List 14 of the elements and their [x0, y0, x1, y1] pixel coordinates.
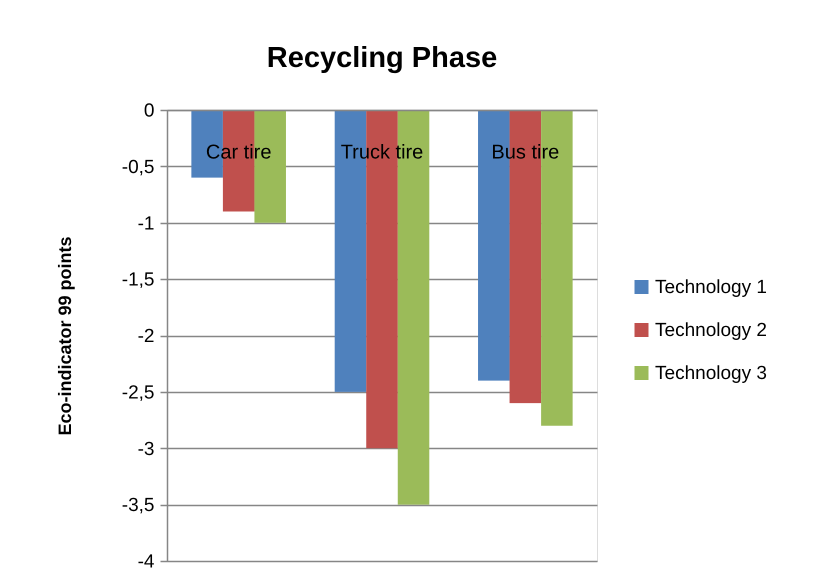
- legend-label: Technology 3: [655, 363, 767, 384]
- legend-label: Technology 1: [655, 277, 767, 298]
- y-tick-label: -2: [138, 326, 154, 347]
- y-tick-label: -0,5: [122, 156, 154, 178]
- y-tick-label: -3,5: [122, 495, 154, 516]
- y-axis-title: Eco-indicator 99 points: [54, 236, 75, 436]
- y-tick-label: -2,5: [122, 382, 154, 404]
- chart-title: Recycling Phase: [266, 42, 498, 74]
- legend-label: Technology 2: [655, 320, 767, 341]
- y-tick-label: -3: [138, 438, 154, 460]
- y-tick-label: -4: [138, 552, 155, 572]
- y-tick-label: -1: [138, 213, 154, 234]
- y-tick-label: 0: [144, 100, 154, 122]
- y-tick-label: -1,5: [122, 270, 154, 291]
